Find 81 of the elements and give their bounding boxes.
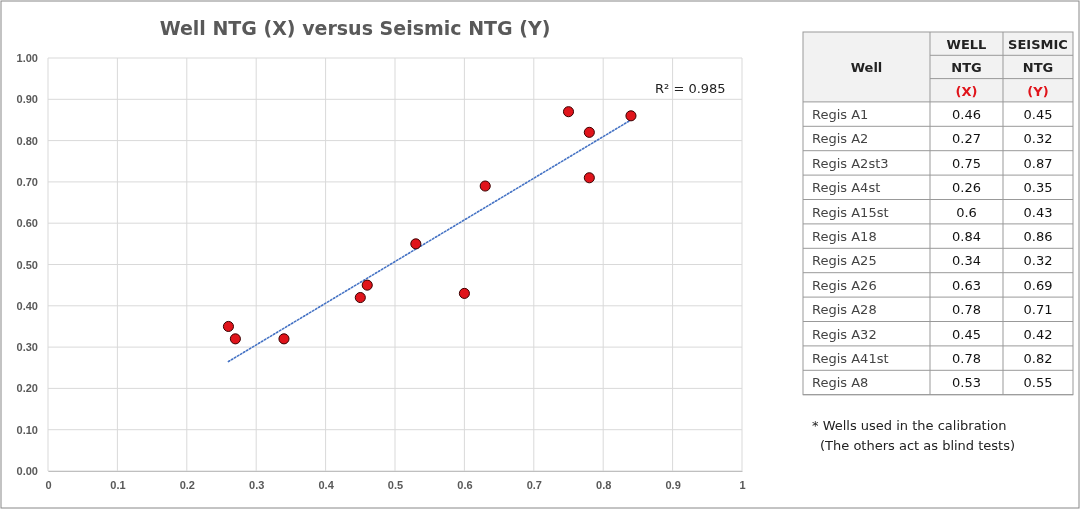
point: [583, 126, 595, 138]
y-tick-label: 0.50: [16, 258, 38, 271]
text: SEISMIC: [1008, 37, 1068, 52]
text: NTG: [951, 60, 982, 76]
text: 0.84: [952, 228, 981, 244]
text: Regis A15st: [812, 204, 889, 220]
text: (Y): [1027, 83, 1049, 99]
text: Regis A2st3: [812, 155, 889, 171]
text: 0.45: [952, 326, 981, 342]
text: 0.86: [1023, 228, 1053, 244]
text: WELL: [946, 37, 987, 52]
text: 0.45: [1023, 106, 1053, 122]
point: [625, 110, 637, 122]
text: 0.71: [1023, 302, 1053, 318]
x-tick-label: 0.9: [665, 478, 681, 491]
text: Regis A8: [812, 375, 869, 391]
text: Regis A4st: [812, 180, 881, 196]
y-tick-label: 0.20: [16, 382, 38, 395]
text: 0.78: [952, 302, 981, 318]
x-tick-label: 1: [739, 478, 746, 491]
text: Regis A18: [812, 228, 877, 244]
point: [222, 320, 234, 332]
y-tick-label: 0.40: [16, 299, 38, 312]
y-tick-label: 0.90: [16, 93, 38, 106]
text: 0.55: [1023, 375, 1053, 391]
annotation: R² = 0.985: [655, 81, 726, 96]
y-tick-label: 0.10: [16, 423, 38, 436]
x-tick-label: 0.4: [318, 478, 335, 491]
text: 0.87: [1023, 155, 1053, 171]
x-tick-label: 0.2: [179, 478, 195, 491]
x-tick-label: 0: [45, 478, 52, 491]
text: 0.53: [952, 375, 981, 391]
text: 0.82: [1023, 350, 1053, 366]
text: 0.26: [952, 180, 981, 196]
point: [361, 279, 373, 291]
text: Regis A25: [812, 253, 877, 269]
point: [278, 333, 290, 345]
chart-title: Well NTG (X) versus Seismic NTG (Y): [159, 17, 551, 39]
point: [583, 172, 595, 184]
point: [354, 292, 366, 304]
x-tick-label: 0.6: [457, 478, 473, 491]
text: Well: [850, 59, 883, 75]
text: (X): [955, 83, 978, 99]
x-tick-label: 0.3: [249, 478, 265, 491]
text: NTG: [1022, 60, 1054, 76]
x-tick-label: 0.8: [596, 478, 612, 491]
point: [229, 333, 241, 345]
text: Regis A1: [812, 106, 869, 122]
point: [410, 238, 422, 250]
text: Regis A26: [812, 277, 877, 293]
text: 0.32: [1023, 131, 1053, 147]
text: (The others act as blind tests): [820, 438, 1016, 453]
y-tick-label: 0.80: [16, 134, 38, 147]
y-tick-label: 0.30: [16, 341, 38, 354]
text: 0.32: [1023, 253, 1053, 269]
text: 0.63: [952, 277, 981, 293]
x-tick-label: 0.1: [110, 478, 126, 491]
point: [562, 106, 575, 118]
text: 0.42: [1023, 326, 1053, 342]
text: Regis A41st: [812, 350, 889, 366]
x-tick-label: 0.7: [526, 478, 542, 491]
y-tick-label: 1.00: [16, 52, 38, 65]
text: * Wells used in the calibration: [812, 418, 1007, 433]
point: [458, 287, 470, 299]
point: [479, 180, 491, 192]
y-tick-label: 0.00: [16, 465, 38, 478]
text: 0.6: [956, 204, 977, 220]
text: Regis A2: [812, 131, 869, 147]
text: 0.78: [952, 350, 981, 366]
text: 0.46: [952, 106, 981, 122]
x-tick-label: 0.5: [387, 478, 404, 491]
text: 0.35: [1023, 180, 1053, 196]
text: 0.34: [952, 253, 981, 269]
text: 0.43: [1023, 204, 1053, 220]
text: 0.75: [952, 155, 981, 171]
text: Regis A28: [812, 302, 877, 318]
text: Regis A32: [812, 326, 877, 342]
text: 0.27: [952, 131, 981, 147]
y-tick-label: 0.70: [16, 175, 38, 188]
text: 0.69: [1023, 277, 1053, 293]
y-tick-label: 0.60: [16, 217, 38, 230]
